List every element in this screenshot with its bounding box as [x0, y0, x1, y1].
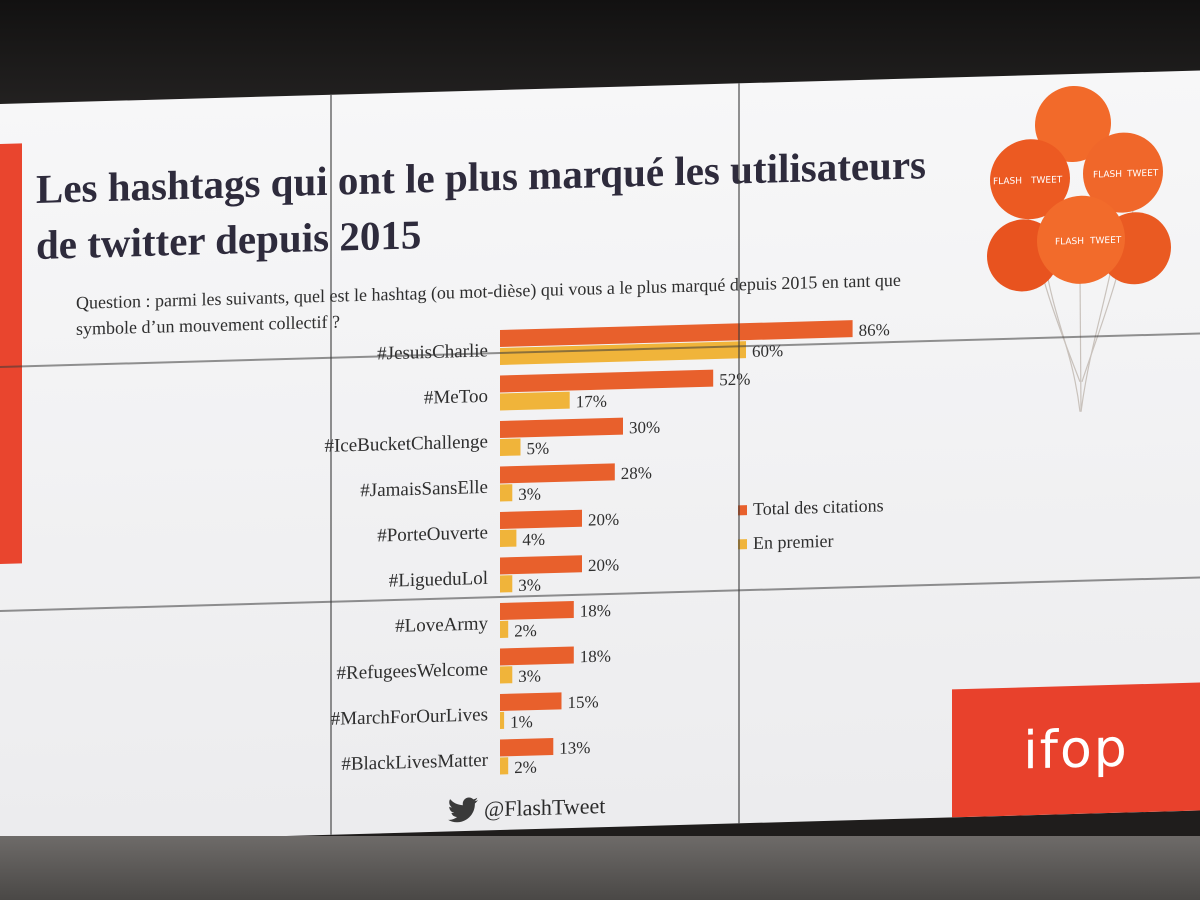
category-label: #MeToo	[424, 386, 488, 409]
category-label: #LoveArmy	[395, 613, 488, 637]
legend-swatch	[738, 505, 747, 516]
data-label-total: 28%	[621, 463, 652, 483]
bar-first	[500, 575, 513, 593]
bar-total	[500, 417, 623, 439]
category-label: #BlackLivesMatter	[341, 750, 488, 775]
category-label: #LigueduLol	[389, 568, 488, 592]
data-label-total: 20%	[588, 510, 619, 530]
bar-total	[500, 738, 554, 757]
twitter-handle: @FlashTweet	[484, 793, 606, 822]
data-label-total: 18%	[580, 601, 611, 621]
legend-swatch	[738, 539, 747, 550]
bar-first	[500, 711, 505, 730]
hashtag-bar-chart: #JesuisCharlie86%60%#MeToo52%17%#IceBuck…	[324, 320, 890, 778]
footer: @FlashTweet	[448, 793, 605, 823]
category-label: #JamaisSansElle	[360, 477, 488, 502]
balloon-label: TWEET	[1126, 169, 1159, 180]
bar-total	[500, 646, 574, 666]
legend-label: En premier	[753, 531, 833, 553]
balloon-icon	[1037, 195, 1125, 284]
bar-total	[500, 692, 562, 712]
data-label-total: 86%	[859, 320, 890, 340]
balloon-label: TWEET	[1089, 236, 1122, 247]
data-label-first: 4%	[522, 530, 545, 550]
bar-total	[500, 369, 714, 393]
screen-seam	[330, 94, 332, 835]
data-label-first: 2%	[514, 758, 537, 778]
floor	[0, 836, 1200, 900]
legend-label: Total des citations	[753, 495, 884, 519]
category-label: #MarchForOurLives	[331, 704, 488, 729]
data-label-total: 30%	[629, 418, 660, 438]
category-label: #IceBucketChallenge	[324, 431, 488, 457]
ifop-logo: ifop	[952, 682, 1200, 818]
balloon-icon	[1083, 132, 1163, 213]
balloon-icon	[1035, 86, 1111, 163]
balloon-label: TWEET	[1030, 175, 1063, 186]
data-label-first: 3%	[518, 575, 541, 595]
balloon-label: FLASH	[993, 176, 1022, 187]
bar-first	[500, 438, 521, 457]
slide: Les hashtags qui ont le plus marqué les …	[0, 70, 1200, 845]
bar-total	[500, 555, 582, 575]
bar-total	[500, 600, 574, 621]
category-label: #RefugeesWelcome	[337, 659, 488, 684]
slide-title: Les hashtags qui ont le plus marqué les …	[36, 141, 927, 268]
data-label-first: 1%	[510, 712, 533, 732]
bar-first	[500, 391, 570, 411]
data-label-total: 13%	[559, 738, 590, 758]
balloon-label: FLASH	[1093, 170, 1122, 181]
data-label-first: 5%	[527, 439, 550, 459]
bar-first	[500, 757, 509, 775]
data-label-total: 15%	[568, 692, 599, 712]
screen-seam	[738, 83, 740, 824]
bar-first	[500, 620, 509, 639]
balloon-label: FLASH	[1055, 237, 1084, 248]
bar-total	[500, 509, 582, 530]
bar-first	[500, 666, 513, 684]
twitter-bird-icon	[448, 797, 478, 823]
data-label-first: 17%	[576, 392, 607, 412]
red-accent-strip	[0, 143, 22, 564]
data-label-total: 52%	[719, 370, 750, 390]
data-label-first: 3%	[518, 666, 541, 686]
bar-first	[500, 529, 517, 548]
data-label-first: 2%	[514, 621, 537, 641]
bar-first	[500, 484, 513, 502]
category-label: #PorteOuverte	[377, 522, 488, 546]
balloon-icon	[990, 139, 1070, 220]
data-label-total: 18%	[580, 646, 611, 666]
data-label-first: 3%	[518, 484, 541, 504]
bar-total	[500, 320, 853, 348]
ifop-logo-text: ifop	[1023, 718, 1129, 782]
bar-total	[500, 463, 615, 484]
balloons-logo: FLASH TWEET FLASH TWEET FLASH TWEET	[987, 86, 1171, 412]
data-label-total: 20%	[588, 555, 619, 575]
